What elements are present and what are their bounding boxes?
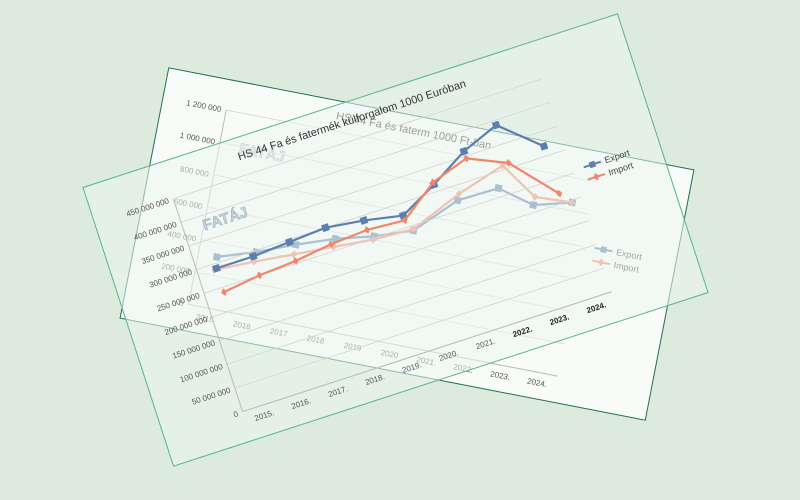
data-point-export — [321, 223, 330, 233]
data-point-import — [401, 216, 408, 225]
data-point-import — [463, 154, 470, 163]
x-tick-label: 2021. — [475, 336, 497, 351]
gridline — [234, 267, 605, 389]
x-tick-label: 2019. — [401, 360, 423, 375]
data-point-export — [491, 120, 501, 130]
y-tick-label: 1 200 000 — [185, 98, 222, 114]
data-point-import — [430, 178, 437, 187]
y-tick-label: 0 — [232, 409, 240, 419]
chart-eur-svg: HS 44 Fa és fatermék külforgalom 1000 Eu… — [125, 78, 635, 423]
data-point-export — [459, 146, 469, 156]
x-tick-label: 2023. — [549, 312, 571, 327]
data-point-import — [256, 271, 263, 280]
data-point-export — [539, 141, 549, 151]
watermark-logo: FATÁJ — [201, 204, 250, 235]
y-tick-label: 150 000 000 — [171, 338, 217, 360]
x-axis — [242, 291, 612, 413]
gridline — [219, 220, 589, 342]
gridline — [188, 125, 558, 247]
gridline — [211, 196, 581, 318]
data-point-import — [292, 257, 299, 265]
y-tick-label: 1 000 000 — [179, 131, 216, 147]
x-tick-label: 2024. — [526, 377, 547, 390]
x-tick-label: 2024. — [585, 300, 607, 315]
y-tick-label: 450 000 000 — [125, 196, 171, 218]
y-tick-label: 100 000 000 — [179, 362, 225, 384]
data-point-import — [328, 240, 334, 249]
y-tick-label: 300 000 000 — [148, 267, 194, 289]
y-axis — [172, 198, 244, 412]
x-tick-label: 2023. — [489, 369, 510, 382]
x-tick-label: 2017. — [327, 384, 349, 399]
y-tick-label: 250 000 000 — [156, 291, 202, 313]
data-point-export — [211, 263, 221, 273]
x-tick-label: 2022. — [512, 324, 534, 339]
data-point-import — [556, 189, 563, 198]
gridline — [196, 149, 566, 271]
x-tick-label: 2018. — [364, 372, 386, 387]
series-line-import — [223, 157, 560, 294]
x-tick-label: 2020. — [438, 348, 460, 363]
chart-card-eur: HS 44 Fa és fatermék külforgalom 1000 Eu… — [82, 13, 709, 467]
legend-marker-export — [588, 160, 597, 169]
y-tick-label: 350 000 000 — [140, 244, 186, 266]
y-tick-label: 200 000 000 — [163, 315, 209, 337]
y-tick-label: 400 000 000 — [133, 220, 179, 242]
gridline — [180, 102, 551, 223]
y-tick-label: 50 000 000 — [191, 386, 232, 407]
gridline — [227, 244, 597, 365]
data-point-export — [359, 216, 369, 225]
data-point-export — [285, 237, 294, 247]
gridline — [173, 78, 543, 200]
x-tick-label: 2016. — [290, 396, 312, 411]
x-tick-label: 2015. — [253, 408, 275, 423]
series-line-export — [216, 123, 545, 270]
data-point-export — [248, 251, 258, 261]
legend-marker-import — [593, 173, 600, 181]
data-point-import — [221, 288, 227, 296]
data-point-import — [505, 159, 512, 167]
data-point-import — [364, 226, 370, 234]
